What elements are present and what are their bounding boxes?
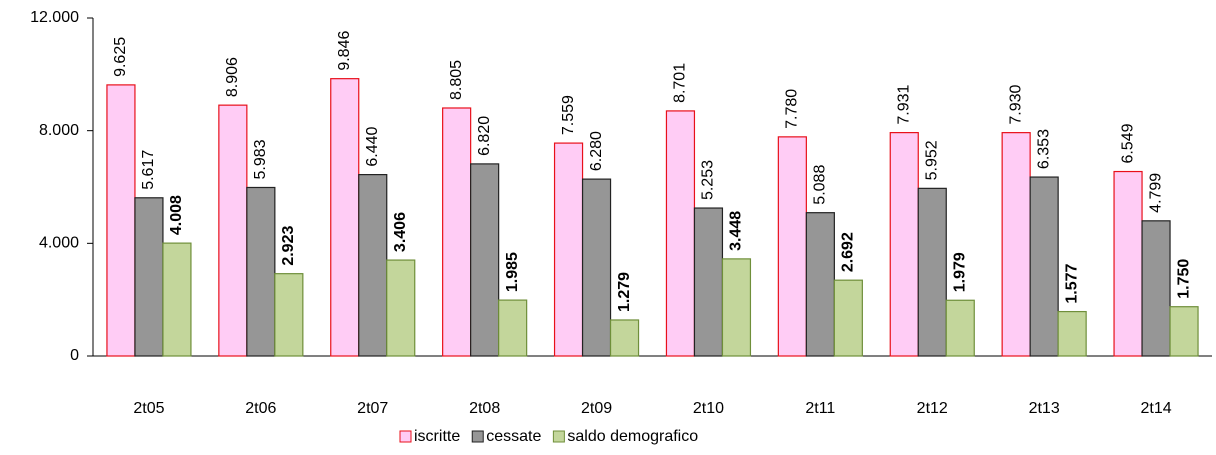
legend-swatch <box>471 430 484 443</box>
x-tick-label: 2t07 <box>357 400 388 417</box>
data-label: 9.846 <box>336 31 353 71</box>
bar <box>470 163 500 357</box>
data-label: 6.440 <box>364 126 381 166</box>
legend-swatch <box>399 430 412 443</box>
legend-label: iscritte <box>414 428 460 445</box>
data-label: 8.805 <box>448 60 465 100</box>
data-label: 1.577 <box>1063 263 1080 303</box>
y-tick-label: 4.000 <box>39 235 79 252</box>
legend-swatch <box>552 430 565 443</box>
data-label: 6.280 <box>588 131 605 171</box>
y-tick-label: 0 <box>70 347 79 364</box>
bar <box>945 299 975 357</box>
data-label: 3.448 <box>728 211 745 251</box>
data-label: 9.625 <box>112 37 129 77</box>
bar <box>833 279 863 357</box>
data-label: 1.750 <box>1175 259 1192 299</box>
legend-label: cessate <box>486 428 541 445</box>
data-label: 6.353 <box>1035 129 1052 169</box>
data-label: 5.952 <box>923 140 940 180</box>
data-label: 5.983 <box>252 139 269 179</box>
y-tick-label: 12.000 <box>30 9 79 26</box>
bar <box>386 259 416 357</box>
bar <box>498 299 528 357</box>
bar <box>777 136 807 357</box>
x-tick-label: 2t11 <box>805 400 835 417</box>
bar <box>609 319 640 357</box>
data-label: 8.906 <box>224 57 241 97</box>
data-label: 5.088 <box>812 165 829 205</box>
bar <box>442 107 472 357</box>
y-tick-label: 8.000 <box>39 122 79 139</box>
data-label: 1.279 <box>616 272 633 312</box>
bar <box>218 104 248 357</box>
x-tick-label: 2t05 <box>133 400 164 417</box>
x-tick-label: 2t12 <box>917 400 948 417</box>
x-tick-label: 2t13 <box>1029 400 1060 417</box>
bar <box>917 187 947 357</box>
bar <box>581 178 612 357</box>
bar <box>330 78 360 357</box>
x-tick-label: 2t08 <box>469 400 500 417</box>
data-label: 8.701 <box>672 63 689 103</box>
data-label: 3.406 <box>392 212 409 252</box>
data-label: 5.253 <box>700 160 717 200</box>
data-label: 2.692 <box>840 232 857 272</box>
bar <box>1169 306 1199 357</box>
bar <box>162 242 192 357</box>
bar <box>1001 132 1031 357</box>
data-label: 6.820 <box>476 116 493 156</box>
bar <box>358 174 388 357</box>
bar <box>274 273 304 357</box>
bar <box>1141 220 1171 357</box>
data-label: 7.930 <box>1007 84 1024 124</box>
data-label: 5.617 <box>140 150 157 190</box>
x-tick-label: 2t10 <box>693 400 724 417</box>
bar <box>721 258 752 357</box>
bar <box>246 186 276 357</box>
x-tick-label: 2t14 <box>1140 400 1171 417</box>
bar <box>1029 176 1059 357</box>
bar <box>134 197 164 357</box>
bar <box>805 212 835 357</box>
x-tick-label: 2t06 <box>245 400 276 417</box>
data-label: 4.008 <box>168 195 185 235</box>
data-label: 7.931 <box>895 84 912 124</box>
data-label: 4.799 <box>1147 173 1164 213</box>
bar <box>106 84 136 357</box>
data-label: 2.923 <box>280 226 297 266</box>
data-label: 1.985 <box>504 252 521 292</box>
bar <box>1057 310 1087 357</box>
bar <box>889 132 919 357</box>
bar <box>1113 170 1143 357</box>
data-label: 6.549 <box>1119 123 1136 163</box>
data-label: 7.780 <box>784 89 801 129</box>
data-label: 1.979 <box>951 252 968 292</box>
legend-label: saldo demografico <box>567 428 698 445</box>
bar <box>665 110 696 357</box>
data-label: 7.559 <box>560 95 577 135</box>
bar <box>553 142 584 357</box>
x-tick-label: 2t09 <box>581 400 612 417</box>
bar <box>693 207 724 357</box>
